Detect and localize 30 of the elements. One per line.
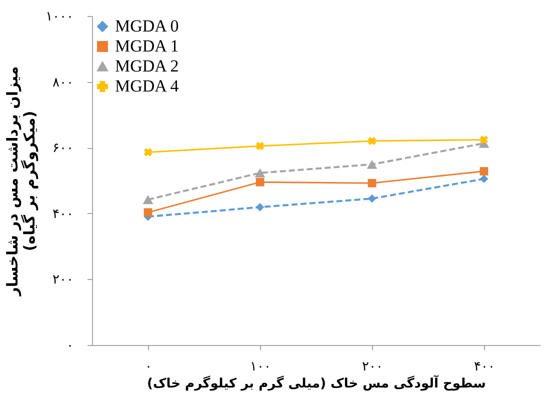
y-axis-title: میزان برداشت مس در شاخسار (میکروگرم بر گیاه): [4, 66, 39, 297]
legend-label: MGDA 2: [115, 56, 179, 76]
point: [144, 208, 152, 217]
y-tick-label: ۶۰۰: [52, 141, 74, 156]
y-tick-label: ۴۰۰: [52, 206, 74, 222]
point: [368, 178, 376, 188]
point: [256, 202, 264, 212]
y-tick-label: ۸۰۰: [52, 75, 74, 90]
legend-label: MGDA 1: [115, 36, 179, 56]
y-tick-label: ۰: [66, 338, 74, 354]
point: [144, 148, 152, 156]
point: [480, 136, 488, 144]
point: [480, 167, 488, 176]
x-tick-label: ۰: [145, 360, 152, 374]
point: [366, 160, 378, 169]
legend-label: MGDA 4: [115, 76, 180, 96]
point: [480, 174, 488, 184]
point: [256, 178, 264, 186]
legend-label: MGDA 0: [115, 16, 179, 36]
x-tick-label: ۴۰۰: [474, 360, 495, 374]
x-axis-title: سطوح آلودگی مس خاک (میلی گرم بر کیلوگرم خاک): [147, 374, 486, 392]
point: [368, 194, 376, 203]
y-tick-label: ۲۰۰: [52, 272, 74, 288]
point: [142, 195, 154, 204]
point: [256, 142, 264, 150]
point: [368, 136, 376, 146]
point: [254, 168, 266, 178]
x-tick-label: ۲۰۰: [362, 360, 383, 374]
y-tick-label: ۱۰۰۰: [46, 10, 74, 24]
x-tick-label: ۱۰۰: [250, 360, 271, 374]
